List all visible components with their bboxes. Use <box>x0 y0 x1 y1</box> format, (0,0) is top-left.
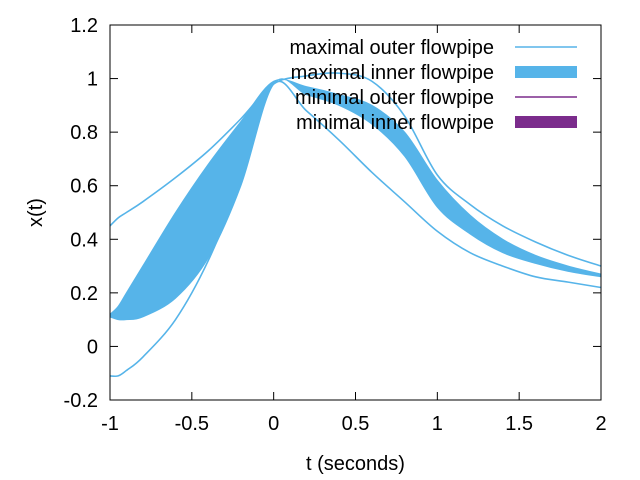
y-tick-label: 0.6 <box>70 176 98 198</box>
y-tick-label: -0.2 <box>64 390 98 412</box>
y-tick-label: 0.8 <box>70 122 98 144</box>
x-axis-label: t (seconds) <box>306 453 405 475</box>
y-axis-label: x(t) <box>25 198 47 227</box>
x-tick-label: -1 <box>101 413 119 435</box>
x-tick-label: 1.5 <box>505 413 533 435</box>
legend-label: maximal inner flowpipe <box>291 62 494 84</box>
legend-swatch-band <box>515 116 577 128</box>
series-line-outer-lower <box>109 80 602 378</box>
legend-label: minimal inner flowpipe <box>296 112 494 134</box>
series-line-outer-upper <box>109 72 602 267</box>
x-tick-label: 0 <box>268 413 279 435</box>
y-tick-label: 0.2 <box>70 283 98 305</box>
legend-label: maximal outer flowpipe <box>289 37 494 59</box>
x-tick-label: -0.5 <box>175 413 209 435</box>
y-tick-label: 1.2 <box>70 15 98 37</box>
legend-label: minimal outer flowpipe <box>295 87 494 109</box>
ticks-layer: -1 -0.5 0 0.5 1 1.5 2 -0.2 0 0.2 0.4 0.6 0.8 1 1.2 <box>64 15 607 435</box>
y-tick-label: 0 <box>87 336 98 358</box>
series-layer <box>109 72 602 378</box>
legend-swatch-band <box>515 66 577 78</box>
series-band-maximal-inner <box>109 78 602 321</box>
x-tick-label: 2 <box>595 413 606 435</box>
y-tick-label: 0.4 <box>70 229 98 251</box>
y-tick-label: 1 <box>87 69 98 91</box>
x-tick-label: 1 <box>432 413 443 435</box>
x-tick-label: 0.5 <box>342 413 370 435</box>
legend: maximal outer flowpipe maximal inner flow… <box>289 37 577 134</box>
